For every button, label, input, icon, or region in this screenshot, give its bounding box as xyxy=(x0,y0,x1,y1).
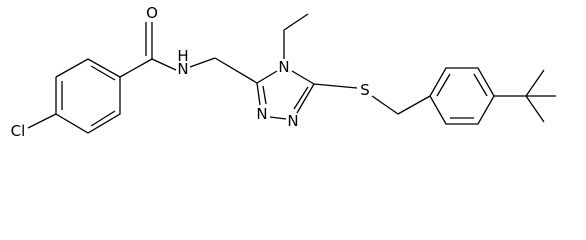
bonds xyxy=(27,13,556,134)
atom-label: H xyxy=(177,47,188,65)
atom-label: N xyxy=(177,60,188,78)
atom-label: Cl xyxy=(11,122,26,140)
atom-label: N xyxy=(256,105,267,123)
atom-label: O xyxy=(146,4,158,22)
structure: O H N N N N S Cl xyxy=(11,4,556,140)
atom-label: S xyxy=(360,81,370,99)
atom-label: N xyxy=(287,112,298,130)
atom-label: N xyxy=(278,58,289,76)
